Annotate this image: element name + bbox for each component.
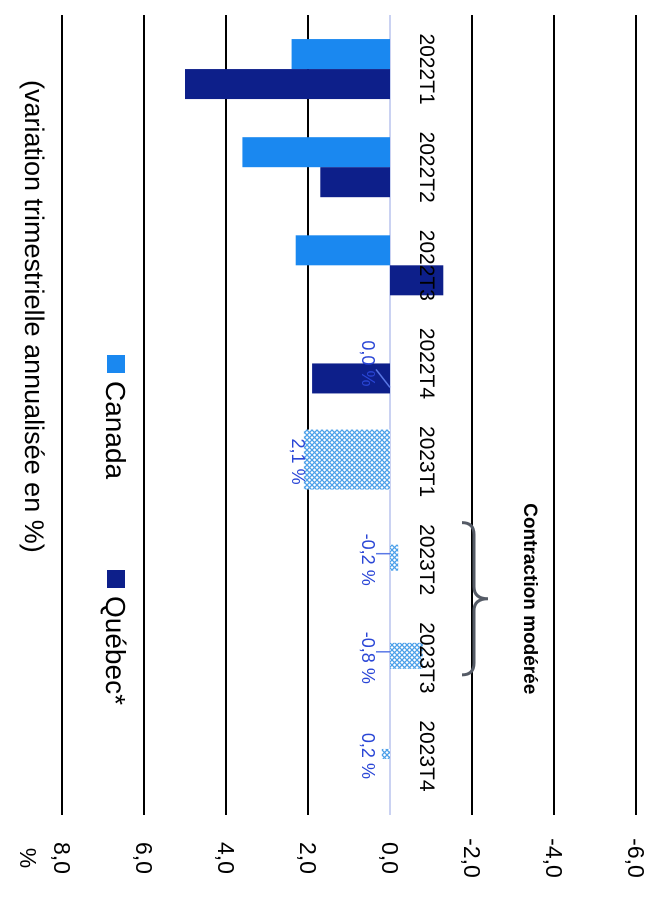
curly-brace bbox=[461, 521, 489, 677]
data-label: -0,2 % bbox=[358, 534, 378, 586]
data-label: 2,1 % bbox=[288, 439, 308, 485]
bar-canada bbox=[295, 235, 390, 266]
category-label: 2022T1 bbox=[415, 33, 438, 104]
data-label: 0,0 % bbox=[358, 340, 378, 386]
leader-line bbox=[375, 368, 391, 388]
contraction-annotation: Contraction modérée bbox=[461, 503, 540, 694]
data-labels: 0,0 % 2,1 % -0,2 % -0,8 % 0,2 % bbox=[288, 340, 391, 779]
category-label: 2022T2 bbox=[415, 132, 438, 203]
legend-swatch-quebec bbox=[107, 570, 125, 588]
category-label: 2023T4 bbox=[415, 720, 438, 792]
legend-swatch-canada bbox=[107, 355, 125, 373]
bar-quebec bbox=[390, 265, 444, 296]
annotation-label: Contraction modérée bbox=[519, 503, 540, 694]
bar-forecast bbox=[389, 544, 399, 571]
y-axis-unit: % bbox=[15, 848, 41, 868]
bar-canada bbox=[291, 39, 390, 70]
bar-forecast bbox=[390, 642, 423, 669]
y-tick-label: 4,0 bbox=[213, 842, 239, 874]
gridlines bbox=[61, 15, 637, 815]
bar-canada bbox=[242, 137, 390, 168]
y-tick-label: 8,0 bbox=[49, 842, 75, 874]
y-tick-label: -4,0 bbox=[541, 838, 567, 878]
bar-quebec bbox=[312, 363, 390, 394]
y-tick-label: 2,0 bbox=[295, 842, 321, 874]
category-labels: 2022T1 2022T2 2022T3 2022T4 2023T1 2023T2 2023… bbox=[415, 33, 438, 791]
chart-subtitle: (variation trimestrielle annualisée en %… bbox=[19, 80, 49, 553]
y-tick-labels: 8,0 6,0 4,0 2,0 0,0 -2,0 -4,0 -6,0 bbox=[49, 838, 649, 878]
legend-label-canada: Canada bbox=[100, 381, 131, 480]
data-label: -0,8 % bbox=[358, 632, 378, 684]
category-label: 2023T1 bbox=[415, 426, 438, 497]
category-label: 2023T3 bbox=[415, 622, 438, 693]
y-tick-label: 6,0 bbox=[131, 842, 157, 874]
legend-label-quebec: Québec* bbox=[100, 596, 131, 705]
bar-forecast bbox=[303, 429, 390, 490]
bar-quebec bbox=[185, 69, 390, 100]
y-tick-label: 0,0 bbox=[377, 842, 403, 874]
bars bbox=[185, 39, 444, 759]
legend: Québec* Canada bbox=[100, 355, 131, 705]
bar-forecast bbox=[381, 748, 390, 759]
category-label: 2022T3 bbox=[415, 230, 438, 301]
category-label: 2023T2 bbox=[415, 524, 438, 595]
y-tick-label: -6,0 bbox=[623, 838, 649, 878]
y-tick-label: -2,0 bbox=[459, 838, 485, 878]
bar-quebec bbox=[320, 167, 390, 198]
data-label: 0,2 % bbox=[358, 733, 378, 779]
category-label: 2022T4 bbox=[415, 328, 438, 400]
